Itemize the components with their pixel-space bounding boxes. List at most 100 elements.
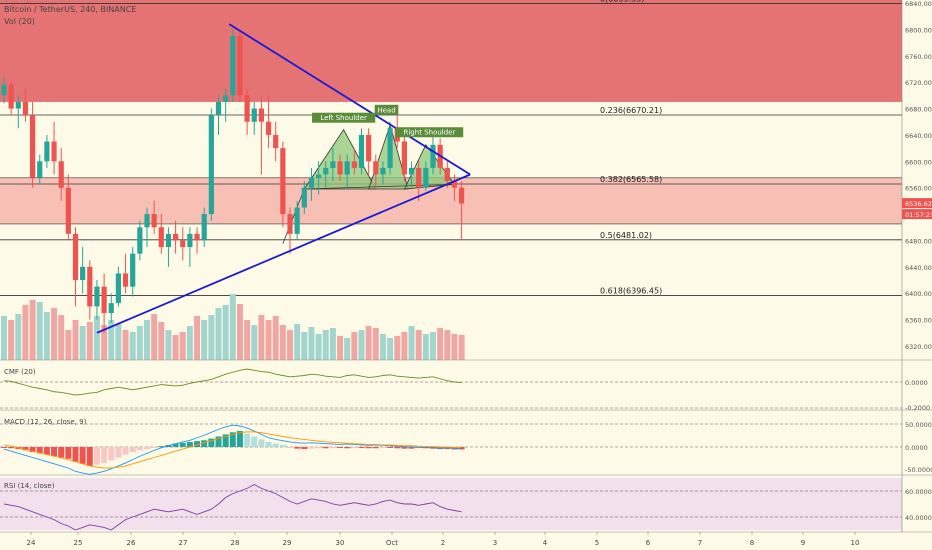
candle-body[interactable] (358, 134, 365, 168)
candle-body[interactable] (30, 115, 36, 178)
candle-body[interactable] (244, 95, 250, 122)
candle[interactable] (223, 88, 229, 122)
candle[interactable] (244, 88, 250, 135)
candle-body[interactable] (351, 161, 357, 168)
candle[interactable] (330, 148, 336, 182)
candle-body[interactable] (8, 84, 14, 109)
candle[interactable] (173, 220, 179, 254)
candle[interactable] (194, 227, 200, 254)
candle-body[interactable] (22, 101, 29, 116)
candle-body[interactable] (187, 233, 193, 248)
candle[interactable] (51, 121, 57, 175)
candle[interactable] (80, 247, 86, 294)
candle-body[interactable] (15, 101, 21, 109)
candle[interactable] (308, 167, 315, 201)
candle[interactable] (201, 207, 207, 248)
candle-body[interactable] (215, 101, 222, 116)
candle[interactable] (323, 161, 329, 188)
candle-body[interactable] (194, 233, 200, 241)
candle-body[interactable] (401, 141, 407, 175)
candle-body[interactable] (130, 253, 136, 287)
candle-body[interactable] (444, 167, 450, 182)
candle-body[interactable] (44, 141, 50, 162)
candle-body[interactable] (308, 177, 315, 188)
candle-body[interactable] (151, 214, 157, 228)
candle[interactable] (423, 161, 429, 191)
candle-body[interactable] (451, 181, 458, 188)
candle-body[interactable] (387, 128, 393, 168)
candle-body[interactable] (180, 240, 186, 248)
candle-body[interactable] (430, 144, 436, 168)
candle[interactable] (101, 273, 107, 333)
candle[interactable] (301, 181, 307, 215)
candle-body[interactable] (323, 167, 329, 175)
candle-body[interactable] (173, 233, 179, 241)
candle[interactable] (87, 260, 93, 320)
candle-body[interactable] (165, 233, 172, 248)
candle[interactable] (380, 161, 386, 185)
candle[interactable] (22, 88, 29, 122)
candle-body[interactable] (137, 227, 143, 254)
candle[interactable] (258, 95, 264, 175)
candle[interactable] (287, 207, 293, 254)
candle-body[interactable] (408, 167, 415, 175)
candlesticks[interactable] (1, 29, 465, 333)
candle[interactable] (366, 128, 372, 175)
candle[interactable] (8, 80, 14, 116)
candle[interactable] (208, 108, 214, 221)
candle[interactable] (337, 154, 343, 182)
candle[interactable] (187, 227, 193, 267)
candle[interactable] (72, 227, 79, 307)
candle-body[interactable] (94, 286, 100, 307)
candle-body[interactable] (330, 161, 336, 168)
candle[interactable] (230, 29, 236, 102)
candle-body[interactable] (65, 187, 71, 234)
candle-body[interactable] (416, 167, 422, 188)
candle-body[interactable] (230, 35, 236, 96)
candle[interactable] (108, 293, 114, 323)
candle-body[interactable] (72, 233, 79, 281)
candle-body[interactable] (258, 108, 264, 122)
candle[interactable] (44, 134, 50, 168)
candle[interactable] (137, 220, 143, 261)
candle[interactable] (316, 161, 322, 195)
candle-body[interactable] (1, 84, 7, 96)
price-axis[interactable]: 6840.00 6800.00 6760.00 6720.00 6680.00 6640.… (901, 0, 932, 532)
candle-body[interactable] (373, 161, 379, 175)
candle[interactable] (451, 174, 458, 201)
candle-body[interactable] (201, 214, 207, 241)
candle[interactable] (65, 174, 71, 241)
candle[interactable] (280, 141, 286, 228)
candle[interactable] (165, 227, 172, 267)
candle-body[interactable] (223, 95, 229, 102)
candle-body[interactable] (237, 35, 243, 96)
candle-body[interactable] (251, 108, 257, 122)
candle-body[interactable] (144, 214, 150, 228)
candle-body[interactable] (344, 161, 350, 175)
candle-body[interactable] (101, 286, 107, 314)
candle-body[interactable] (294, 207, 300, 234)
candle[interactable] (58, 148, 64, 201)
candle[interactable] (251, 101, 257, 135)
candle[interactable] (358, 128, 365, 175)
candle-body[interactable] (108, 303, 114, 314)
candle[interactable] (416, 161, 422, 201)
candle[interactable] (115, 266, 121, 307)
candle[interactable] (373, 154, 379, 188)
candle-body[interactable] (80, 266, 86, 281)
candle-body[interactable] (37, 161, 43, 178)
candle-body[interactable] (366, 134, 372, 162)
candle-body[interactable] (280, 148, 286, 215)
candle-body[interactable] (459, 187, 465, 204)
candle-body[interactable] (273, 134, 279, 149)
candle[interactable] (265, 95, 272, 149)
candle[interactable] (94, 280, 100, 320)
candle-body[interactable] (51, 141, 57, 162)
candle-body[interactable] (208, 115, 214, 215)
candle[interactable] (151, 200, 157, 234)
candle[interactable] (15, 95, 21, 129)
candle[interactable] (459, 181, 465, 241)
candle[interactable] (1, 76, 7, 104)
candle[interactable] (130, 247, 136, 297)
candle-body[interactable] (316, 174, 322, 178)
